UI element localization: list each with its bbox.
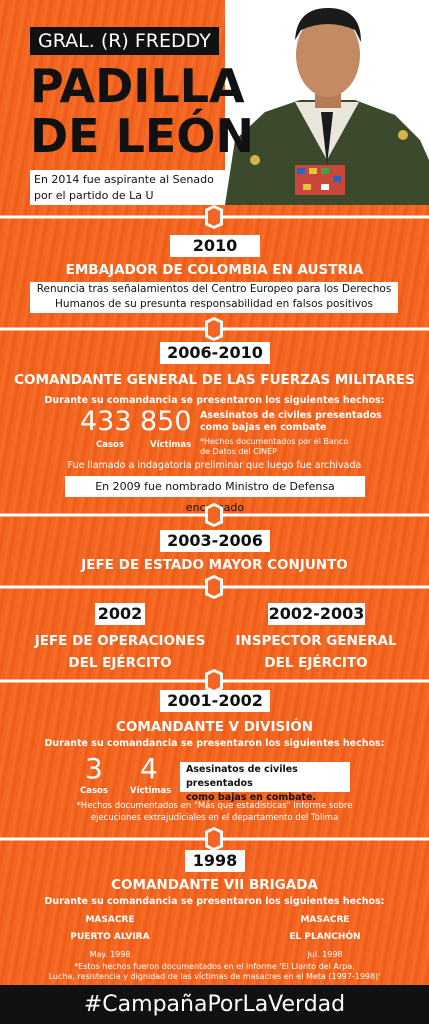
intro-box: En 2014 fue aspirante al Senado por el p… [30, 170, 225, 205]
lead-text: Durante su comandancia se presentaron lo… [44, 395, 385, 406]
divider [0, 317, 429, 341]
description: Asesinatos de civiles presentados como b… [200, 410, 382, 434]
section-title: COMANDANTE VII BRIGADA [111, 877, 318, 893]
note-line: *Hechos documentados por el Banco [200, 437, 349, 446]
info-line: Renuncia tras señalamientos del Centro E… [36, 283, 392, 295]
footer: #CampañaPorLaVerdad [0, 985, 429, 1024]
stat-label: Víctimas [130, 786, 172, 796]
note-line: *Hechos documentados en "Más que estadís… [76, 801, 353, 811]
name-line3: DE LEÓN [30, 109, 254, 163]
divider [0, 503, 429, 527]
stat-label: Casos [80, 786, 108, 796]
name-line2: PADILLA [30, 59, 245, 113]
event-item: MASACRE EL PLANCHÓN Jul. 1998 [275, 912, 375, 963]
title-line: JEFE DE OPERACIONES [34, 633, 206, 649]
title-line: DEL EJÉRCITO [68, 655, 172, 671]
stat-value: 850 [140, 406, 192, 437]
body-text: Fue llamado a indagatoria preliminar que… [67, 460, 362, 471]
section-title: COMANDANTE GENERAL DE LAS FUERZAS MILITA… [14, 372, 415, 388]
description-line: Asesinatos de civiles presentados [200, 410, 382, 421]
divider [0, 669, 429, 693]
info-box: Asesinatos de civiles presentados como b… [180, 762, 350, 803]
info-line: Humanos de su presunta responsabilidad e… [55, 298, 373, 310]
note-line: de Datos del CINEP [200, 447, 277, 456]
year-label: 2001-2002 [160, 690, 270, 712]
year-label: 1998 [185, 850, 245, 872]
title-line: INSPECTOR GENERAL [235, 633, 397, 649]
column-title: JEFE DE OPERACIONES DEL EJÉRCITO [20, 630, 220, 674]
info-box: Renuncia tras señalamientos del Centro E… [30, 282, 398, 313]
event-item: MASACRE PUERTO ALVIRA May. 1998 [60, 912, 160, 963]
name-line1: GRAL. (R) FREDDY [30, 27, 219, 55]
info-line: Asesinatos de civiles presentados [186, 764, 298, 789]
year-label: 2006-2010 [160, 342, 270, 364]
intro-line: por el partido de La U [34, 189, 154, 202]
event-date: May. 1998 [89, 950, 131, 959]
section-title: EMBAJADOR DE COLOMBIA EN AUSTRIA [65, 262, 364, 278]
event-kind: MASACRE [85, 915, 135, 925]
section-title: COMANDANTE V DIVISIÓN [115, 719, 313, 735]
event-place: PUERTO ALVIRA [70, 932, 150, 942]
year-label: 2002-2003 [268, 603, 365, 625]
note: *Estos hechos fueron documentados en el … [0, 962, 429, 982]
event-place: EL PLANCHÓN [289, 932, 361, 942]
column-title: INSPECTOR GENERAL DEL EJÉRCITO [216, 630, 416, 674]
note-line: *Estos hechos fueron documentados en el … [74, 962, 355, 971]
title-line: DEL EJÉRCITO [264, 655, 368, 671]
year-label: 2002 [95, 603, 145, 625]
lead-text: Durante su comandancia se presentaron lo… [44, 896, 385, 907]
divider [0, 827, 429, 851]
info-box: En 2009 fue nombrado Ministro de Defensa… [65, 476, 365, 514]
note: *Hechos documentados por el Banco de Dat… [200, 437, 348, 457]
year-label: 2010 [170, 235, 260, 257]
note-line: ejecuciones extrajudiciales en el depart… [90, 813, 339, 823]
intro-line: En 2014 fue aspirante al Senado [34, 173, 214, 186]
stat-label: Casos [96, 440, 124, 450]
stat-value: 4 [140, 752, 158, 785]
info-line: como bajas en combate. [186, 792, 317, 803]
year-label: 2003-2006 [160, 530, 270, 552]
portrait [225, 0, 429, 205]
section-title: JEFE DE ESTADO MAYOR CONJUNTO [81, 557, 348, 573]
lead-text: Durante su comandancia se presentaron lo… [44, 738, 385, 749]
note: *Hechos documentados en "Más que estadís… [0, 800, 429, 824]
divider [0, 575, 429, 599]
event-kind: MASACRE [300, 915, 350, 925]
divider [0, 205, 429, 229]
note-line: Lucha, resistencia y dignidad de las víc… [48, 972, 381, 981]
stat-label: Víctimas [150, 440, 192, 450]
stat-value: 3 [85, 752, 103, 785]
stat-value: 433 [80, 406, 132, 437]
description-line: como bajas en combate [200, 422, 327, 433]
event-date: Jul. 1998 [307, 950, 343, 959]
